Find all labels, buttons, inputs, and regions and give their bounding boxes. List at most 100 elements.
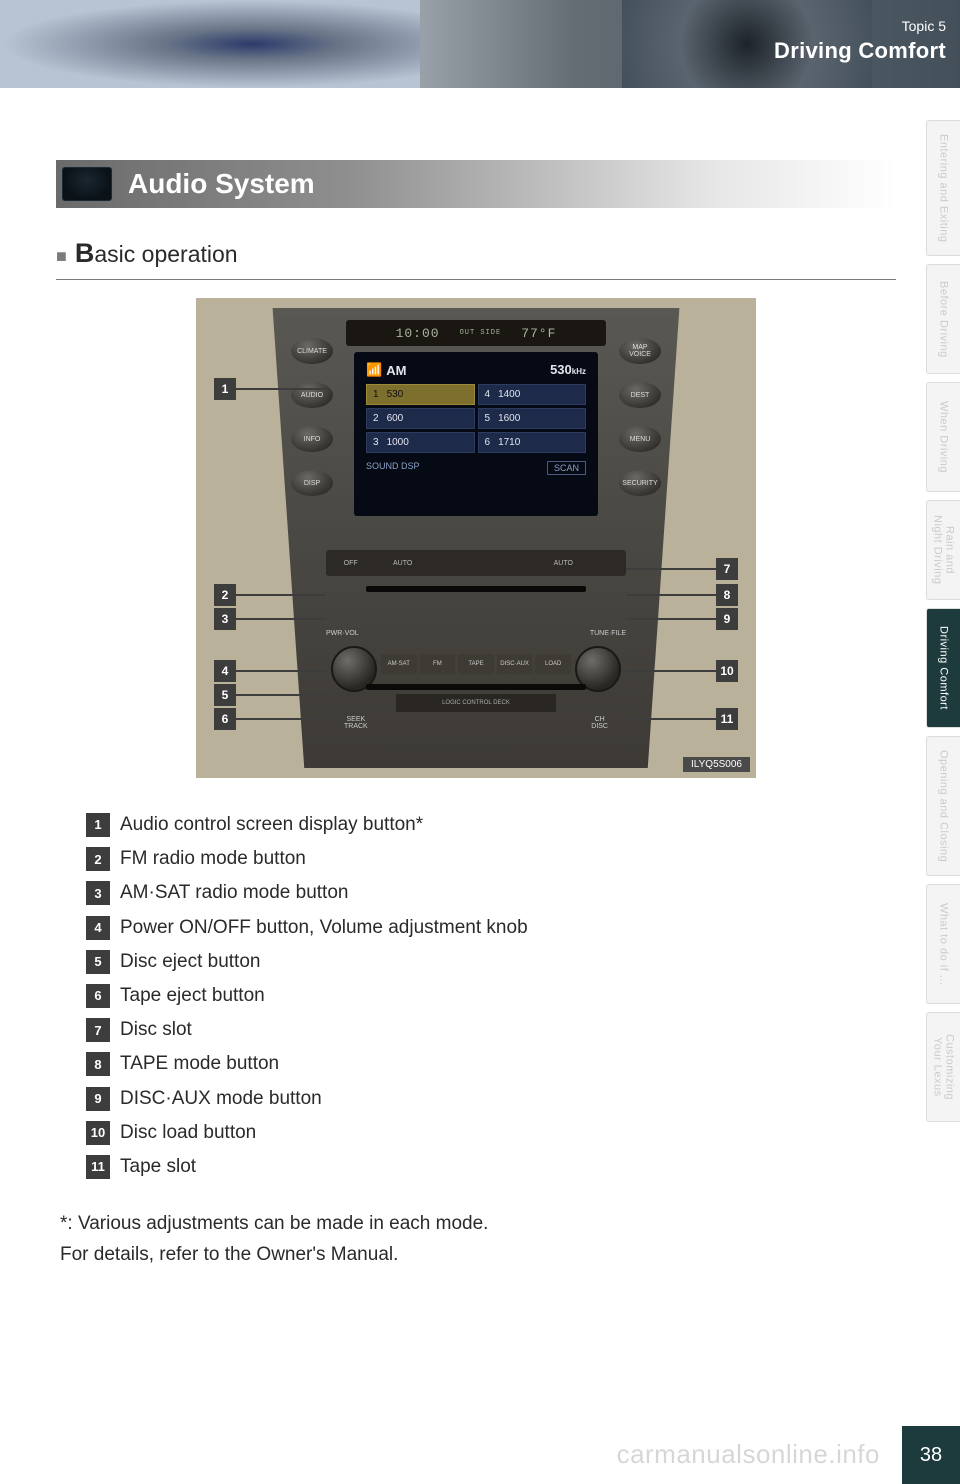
- legend-text: FM radio mode button: [120, 842, 306, 876]
- legend-num: 3: [86, 881, 110, 905]
- disc-slot: [366, 586, 586, 592]
- map-button: MAP VOICE: [619, 338, 661, 364]
- dashboard-diagram: 10:00 OUT SIDE 77°F 📶AM 530kHz 153041400…: [196, 298, 756, 778]
- legend-num: 7: [86, 1018, 110, 1042]
- radio-icon: 📶: [366, 362, 382, 378]
- radio-freq: 530: [550, 362, 572, 377]
- legend-row-9: 9 DISC·AUX mode button: [86, 1082, 896, 1116]
- tab-when-driving[interactable]: When Driving: [926, 382, 960, 492]
- footnote-line-1: *: Various adjustments can be made in ea…: [60, 1208, 896, 1239]
- screen-foot-left: SOUND DSP: [366, 461, 420, 475]
- callout-9: 9: [716, 608, 738, 630]
- legend-row-8: 8TAPE mode button: [86, 1047, 896, 1081]
- radio-preset: 31000: [366, 432, 475, 453]
- tab-driving-comfort[interactable]: Driving Comfort: [926, 608, 960, 728]
- legend-row-7: 7 Disc slot: [86, 1013, 896, 1047]
- radio-band: AM: [386, 363, 406, 378]
- section-tabs: Entering and Exiting Before Driving When D…: [926, 120, 960, 1122]
- legend-num: 1: [86, 813, 110, 837]
- disp-button: DISP: [291, 470, 333, 496]
- tape-slot-line: [366, 684, 586, 690]
- clock-time: 10:00: [396, 326, 440, 341]
- legend-num: 10: [86, 1121, 110, 1145]
- legend-row-4: 4 Power ON/OFF button, Volume adjustment …: [86, 911, 896, 945]
- callout-3: 3: [214, 608, 236, 630]
- radio-preset: 2600: [366, 408, 475, 429]
- callout-6: 6: [214, 708, 236, 730]
- radio-preset: 61710: [478, 432, 587, 453]
- climate-button: CLIMATE: [291, 338, 333, 364]
- footnote-line-2: For details, refer to the Owner's Manual…: [60, 1239, 896, 1270]
- lead-line: [626, 718, 716, 720]
- legend-row-5: 5 Disc eject button: [86, 945, 896, 979]
- page-number: 38: [902, 1426, 960, 1484]
- info-button: INFO: [291, 426, 333, 452]
- topic-label: Topic 5: [774, 18, 946, 34]
- tab-before-driving[interactable]: Before Driving: [926, 264, 960, 374]
- legend-text: Power ON/OFF button, Volume adjustment k…: [120, 911, 528, 945]
- section-title-chip: [62, 167, 112, 201]
- outside-temp: 77°F: [521, 326, 556, 341]
- legend-text: DISC·AUX mode button: [120, 1082, 322, 1116]
- lead-line: [236, 594, 326, 596]
- tab-customizing-your-lexus[interactable]: Customizing Your Lexus: [926, 1012, 960, 1122]
- mode-btn-discaux: DISC·AUX: [497, 654, 533, 674]
- callout-legend: 1Audio control screen display button*2FM…: [86, 808, 896, 1184]
- tab-opening-and-closing[interactable]: Opening and Closing: [926, 736, 960, 876]
- chapter-title: Driving Comfort: [774, 38, 946, 64]
- mode-button-row: AM·SATFMTAPEDISC·AUXLOAD: [381, 654, 571, 674]
- dest-button: DEST: [619, 382, 661, 408]
- legend-num: 11: [86, 1155, 110, 1179]
- audio-button: AUDIO: [291, 382, 333, 408]
- pwr-vol-label: PWR·VOL: [326, 630, 359, 637]
- clock-display: 10:00 OUT SIDE 77°F: [346, 320, 606, 346]
- lead-line: [236, 694, 326, 696]
- legend-num: 4: [86, 916, 110, 940]
- radio-preset: 51600: [478, 408, 587, 429]
- temp-label: OUT SIDE: [460, 330, 502, 337]
- tab-what-to-do-if-[interactable]: What to do if ...: [926, 884, 960, 1004]
- legend-text: TAPE mode button: [120, 1047, 279, 1081]
- section-title-bar: Audio System: [56, 160, 896, 208]
- subsection-heading: ■ Basic operation: [56, 238, 896, 280]
- legend-text: Disc load button: [120, 1116, 256, 1150]
- callout-4: 4: [214, 660, 236, 682]
- callout-5: 5: [214, 684, 236, 706]
- bullet-square-icon: ■: [56, 247, 67, 265]
- legend-row-10: 10 Disc load button: [86, 1116, 896, 1150]
- callout-11: 11: [716, 708, 738, 730]
- callout-2: 2: [214, 584, 236, 606]
- lead-line: [236, 618, 326, 620]
- lead-line: [236, 718, 326, 720]
- lead-line: [626, 618, 716, 620]
- footnote: *: Various adjustments can be made in ea…: [60, 1208, 896, 1271]
- mode-btn-amsat: AM·SAT: [381, 654, 417, 674]
- tab-rain-and-night-driving[interactable]: Rain and Night Driving: [926, 500, 960, 600]
- image-id: ILYQ5S006: [683, 757, 750, 772]
- legend-row-11: 11Tape slot: [86, 1150, 896, 1184]
- page-header: Topic 5 Driving Comfort: [0, 0, 960, 88]
- legend-text: Disc eject button: [120, 945, 260, 979]
- ch-disc-label: CH DISC: [591, 716, 608, 730]
- legend-num: 5: [86, 950, 110, 974]
- radio-preset: 1530: [366, 384, 475, 405]
- legend-row-6: 6Tape eject button: [86, 979, 896, 1013]
- legend-text: Disc slot: [120, 1013, 192, 1047]
- logic-deck-label: LOGIC CONTROL DECK: [396, 694, 556, 712]
- security-button: SECURITY: [619, 470, 661, 496]
- tab-entering-and-exiting[interactable]: Entering and Exiting: [926, 120, 960, 256]
- seek-track-label: SEEK TRACK: [344, 716, 368, 730]
- lead-line: [236, 670, 326, 672]
- legend-num: 2: [86, 847, 110, 871]
- section-title: Audio System: [128, 168, 315, 200]
- legend-num: 9: [86, 1087, 110, 1111]
- scan-button: SCAN: [547, 461, 586, 475]
- tune-label: TUNE·FILE: [590, 630, 626, 637]
- lead-line: [236, 388, 326, 390]
- menu-button: MENU: [619, 426, 661, 452]
- callout-8: 8: [716, 584, 738, 606]
- header-image-left: [0, 0, 420, 88]
- legend-row-3: 3AM·SAT radio mode button: [86, 876, 896, 910]
- mode-btn-load: LOAD: [535, 654, 571, 674]
- lead-line: [626, 568, 716, 570]
